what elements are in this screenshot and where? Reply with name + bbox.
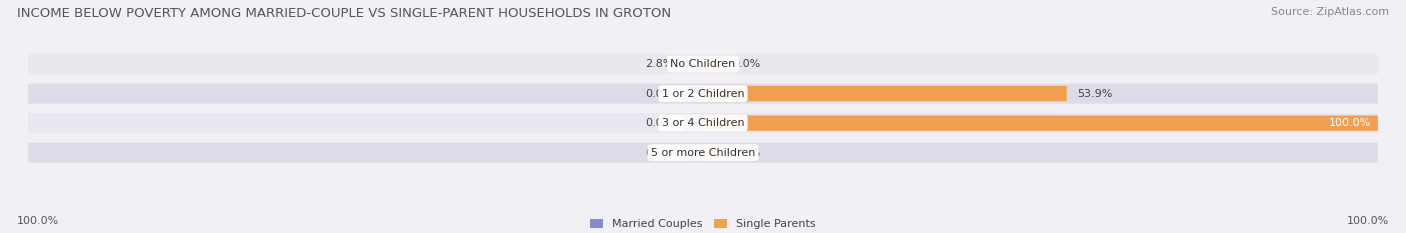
FancyBboxPatch shape: [703, 115, 1378, 131]
Text: 100.0%: 100.0%: [1347, 216, 1389, 226]
Text: No Children: No Children: [671, 59, 735, 69]
FancyBboxPatch shape: [685, 115, 703, 131]
Text: 2.8%: 2.8%: [645, 59, 673, 69]
FancyBboxPatch shape: [703, 145, 721, 160]
Text: 53.9%: 53.9%: [1077, 89, 1112, 99]
FancyBboxPatch shape: [703, 86, 1067, 101]
FancyBboxPatch shape: [28, 143, 1378, 163]
Text: Source: ZipAtlas.com: Source: ZipAtlas.com: [1271, 7, 1389, 17]
Text: 0.0%: 0.0%: [733, 148, 761, 158]
FancyBboxPatch shape: [28, 54, 1378, 74]
FancyBboxPatch shape: [28, 113, 1378, 133]
Text: 1 or 2 Children: 1 or 2 Children: [662, 89, 744, 99]
Text: 100.0%: 100.0%: [17, 216, 59, 226]
Text: 100.0%: 100.0%: [1329, 118, 1371, 128]
Text: 0.0%: 0.0%: [733, 59, 761, 69]
FancyBboxPatch shape: [703, 56, 721, 72]
FancyBboxPatch shape: [28, 84, 1378, 104]
Text: 5 or more Children: 5 or more Children: [651, 148, 755, 158]
Text: 3 or 4 Children: 3 or 4 Children: [662, 118, 744, 128]
Legend: Married Couples, Single Parents: Married Couples, Single Parents: [591, 219, 815, 229]
FancyBboxPatch shape: [685, 86, 703, 101]
FancyBboxPatch shape: [685, 145, 703, 160]
FancyBboxPatch shape: [685, 56, 703, 72]
Text: 0.0%: 0.0%: [645, 89, 673, 99]
Text: 0.0%: 0.0%: [645, 118, 673, 128]
Text: INCOME BELOW POVERTY AMONG MARRIED-COUPLE VS SINGLE-PARENT HOUSEHOLDS IN GROTON: INCOME BELOW POVERTY AMONG MARRIED-COUPL…: [17, 7, 671, 20]
Text: 0.0%: 0.0%: [645, 148, 673, 158]
